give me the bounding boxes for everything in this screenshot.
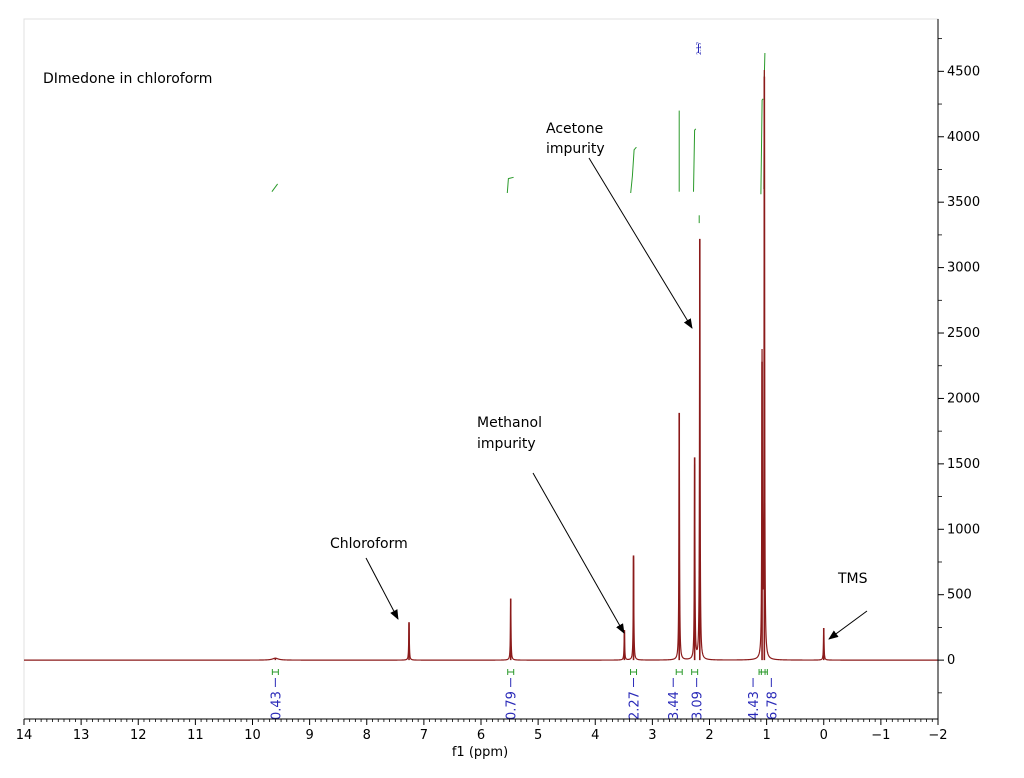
annotation-chloroform: Chloroform xyxy=(330,536,408,552)
integral-value-label: 0.43 xyxy=(269,691,284,720)
y-tick-label: 4500 xyxy=(947,64,980,79)
x-tick-label: 3 xyxy=(648,728,656,743)
peak-label-2-17: 2.17 xyxy=(696,41,703,55)
x-tick-label: 5 xyxy=(534,728,542,743)
x-tick-label: 1 xyxy=(762,728,770,743)
x-tick-label: −2 xyxy=(928,728,947,743)
x-tick-label: 2 xyxy=(705,728,713,743)
y-axis: 4500 4000 3500 3000 2500 2000 1500 1000 500 0 xyxy=(937,19,980,719)
annotation-methanol: Methanol xyxy=(477,415,542,431)
x-tick-label: 10 xyxy=(244,728,261,743)
integral-curve xyxy=(630,146,637,194)
x-tick-label: −1 xyxy=(871,728,890,743)
x-tick-label: 13 xyxy=(73,728,90,743)
x-tick-label: 12 xyxy=(130,728,147,743)
chart-title: DImedone in chloroform xyxy=(43,71,212,87)
y-tick-label: 2500 xyxy=(947,326,980,341)
integral-curve xyxy=(760,98,764,195)
annotation-acetone: Acetone xyxy=(546,121,603,137)
x-tick-label: 6 xyxy=(477,728,485,743)
y-tick-label: 2000 xyxy=(947,391,980,406)
integral-curve xyxy=(693,128,697,192)
integral-curves xyxy=(271,52,766,224)
y-tick-label: 1000 xyxy=(947,522,980,537)
x-tick-label: 8 xyxy=(363,728,371,743)
plot-frame xyxy=(23,18,939,720)
annotation-tms: TMS xyxy=(837,571,868,587)
annotation-arrow xyxy=(828,610,868,640)
y-tick-label: 1500 xyxy=(947,457,980,472)
y-tick-label: 4000 xyxy=(947,130,980,145)
x-axis: 14 13 12 11 10 9 8 7 6 5 4 3 2 1 0 −1 −2 xyxy=(16,718,948,743)
y-tick-label: 3000 xyxy=(947,261,980,276)
annotation-arrow xyxy=(365,557,399,620)
annotation-acetone-impurity: impurity xyxy=(546,141,605,157)
integral-markers: 0.43 0.79 2.27 3.44 3.09 4.43 6.78 xyxy=(269,669,780,720)
spectrum-layer xyxy=(24,69,938,661)
integral-value-label: 2.27 xyxy=(628,691,643,720)
x-tick-label: 11 xyxy=(187,728,204,743)
x-axis-label: f1 (ppm) xyxy=(452,745,508,760)
x-tick-label: 7 xyxy=(420,728,428,743)
integral-value-label: 3.44 xyxy=(667,691,682,720)
x-tick-label: 4 xyxy=(591,728,599,743)
integral-value-label: 4.43 xyxy=(747,691,762,720)
annotation-arrow xyxy=(532,472,625,634)
x-tick-label: 14 xyxy=(16,728,33,743)
spectrum-line xyxy=(24,69,938,661)
integral-curve xyxy=(271,183,279,192)
x-tick-label: 9 xyxy=(305,728,313,743)
integral-value-label: 0.79 xyxy=(505,691,520,720)
annotation-arrows xyxy=(365,157,868,640)
y-tick-label: 3500 xyxy=(947,195,980,210)
integral-value-label: 6.78 xyxy=(765,691,780,720)
annotation-arrow xyxy=(588,157,693,329)
integral-value-label: 3.09 xyxy=(691,691,706,720)
integral-curve xyxy=(506,176,514,194)
y-tick-label: 500 xyxy=(947,588,972,603)
annotation-methanol-impurity: impurity xyxy=(477,436,536,452)
y-tick-label: 0 xyxy=(947,653,955,668)
x-tick-label: 0 xyxy=(820,728,828,743)
